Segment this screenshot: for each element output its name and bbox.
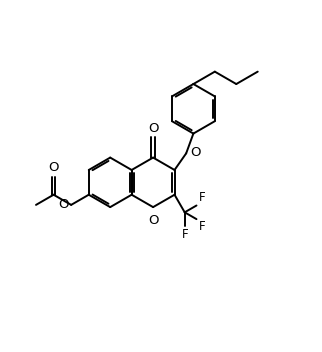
Text: O: O xyxy=(148,214,159,227)
Text: O: O xyxy=(148,122,158,135)
Text: F: F xyxy=(198,220,205,233)
Text: O: O xyxy=(190,146,201,159)
Text: O: O xyxy=(48,161,59,174)
Text: O: O xyxy=(58,199,69,212)
Text: F: F xyxy=(181,228,188,241)
Text: F: F xyxy=(198,191,205,204)
